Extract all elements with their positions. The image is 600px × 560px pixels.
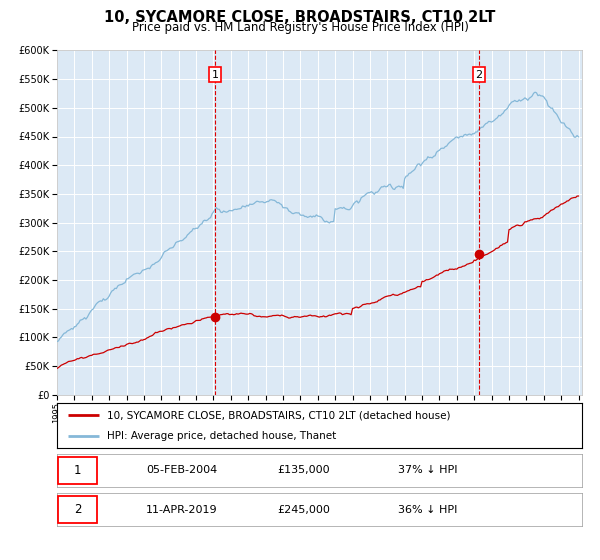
FancyBboxPatch shape bbox=[58, 497, 97, 522]
FancyBboxPatch shape bbox=[58, 458, 97, 483]
Text: 10, SYCAMORE CLOSE, BROADSTAIRS, CT10 2LT: 10, SYCAMORE CLOSE, BROADSTAIRS, CT10 2L… bbox=[104, 10, 496, 25]
Text: 37% ↓ HPI: 37% ↓ HPI bbox=[398, 465, 458, 475]
Text: £245,000: £245,000 bbox=[277, 505, 331, 515]
Text: 1: 1 bbox=[212, 69, 218, 80]
Text: 11-APR-2019: 11-APR-2019 bbox=[146, 505, 218, 515]
Text: 05-FEB-2004: 05-FEB-2004 bbox=[146, 465, 218, 475]
Text: HPI: Average price, detached house, Thanet: HPI: Average price, detached house, Than… bbox=[107, 431, 336, 441]
Text: 10, SYCAMORE CLOSE, BROADSTAIRS, CT10 2LT (detached house): 10, SYCAMORE CLOSE, BROADSTAIRS, CT10 2L… bbox=[107, 410, 451, 421]
Text: Price paid vs. HM Land Registry's House Price Index (HPI): Price paid vs. HM Land Registry's House … bbox=[131, 21, 469, 34]
Text: 1: 1 bbox=[74, 464, 82, 477]
Text: 36% ↓ HPI: 36% ↓ HPI bbox=[398, 505, 458, 515]
Text: 2: 2 bbox=[475, 69, 482, 80]
Text: 2: 2 bbox=[74, 503, 82, 516]
Text: £135,000: £135,000 bbox=[277, 465, 330, 475]
